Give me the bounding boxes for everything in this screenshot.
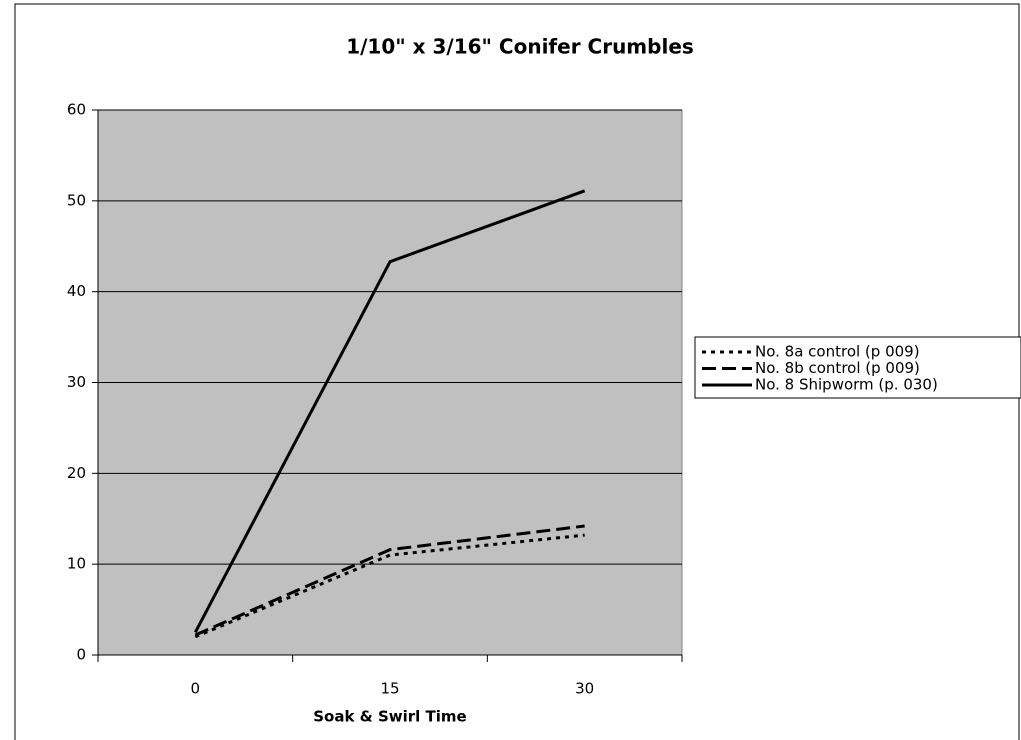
x-tick-label: 30 <box>575 680 594 698</box>
y-tick-label: 50 <box>67 191 86 209</box>
legend-label: No. 8a control (p 009) <box>755 343 920 361</box>
legend-label: No. 8b control (p 009) <box>755 359 920 377</box>
y-tick-label: 30 <box>67 373 86 391</box>
y-tick-label: 40 <box>67 282 86 300</box>
y-tick-label: 10 <box>67 555 86 573</box>
chart-title: 1/10" x 3/16" Conifer Crumbles <box>346 35 694 59</box>
y-tick-label: 60 <box>67 101 86 119</box>
y-tick-label: 0 <box>76 646 86 664</box>
series-line <box>194 189 586 633</box>
x-axis-title: Soak & Swirl Time <box>313 708 466 726</box>
x-tick-label: 15 <box>380 680 399 698</box>
y-tick-label: 20 <box>67 464 86 482</box>
x-tick-label: 0 <box>191 680 201 698</box>
series-line <box>194 524 585 637</box>
legend-label: No. 8 Shipworm (p. 030) <box>755 376 938 394</box>
